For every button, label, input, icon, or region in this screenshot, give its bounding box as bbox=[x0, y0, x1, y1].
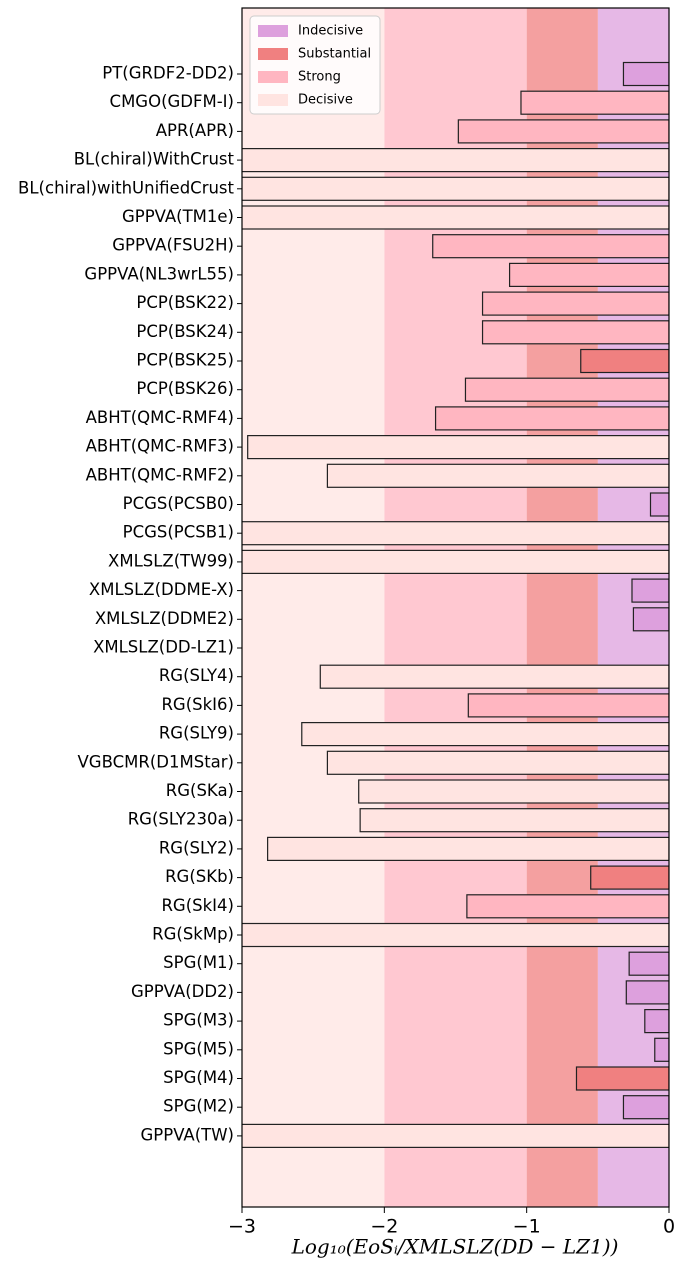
bar bbox=[622, 61, 669, 87]
bar bbox=[628, 951, 669, 976]
bars bbox=[242, 61, 669, 1149]
y-tick-label: RG(SLY4) bbox=[159, 666, 234, 685]
bar bbox=[625, 980, 669, 1005]
bar bbox=[632, 607, 669, 632]
y-tick-label: RG(SKa) bbox=[166, 781, 234, 800]
y-tick-label: SPG(M4) bbox=[163, 1068, 234, 1087]
bar bbox=[508, 262, 669, 287]
y-tick-label: GPPVA(TW) bbox=[141, 1125, 234, 1144]
bar bbox=[242, 549, 669, 575]
bar bbox=[644, 1008, 669, 1034]
bar bbox=[434, 406, 669, 431]
bar bbox=[242, 205, 669, 230]
y-tick-label: ABHT(QMC-RMF2) bbox=[86, 465, 234, 484]
bar bbox=[520, 90, 669, 115]
y-tick-label: XMLSLZ(DDME-X) bbox=[89, 580, 234, 599]
y-tick-label: APR(APR) bbox=[156, 121, 234, 140]
bar bbox=[432, 234, 669, 259]
bar bbox=[464, 377, 669, 402]
bar bbox=[247, 435, 669, 460]
y-tick-label: CMGO(GDFM-I) bbox=[110, 92, 234, 111]
bar bbox=[242, 1123, 669, 1149]
bar bbox=[242, 148, 669, 173]
bar bbox=[242, 521, 669, 546]
bar bbox=[590, 865, 669, 890]
bar bbox=[631, 578, 669, 603]
y-tick-label: BL(chiral)withUnifiedCrust bbox=[18, 178, 234, 197]
bar bbox=[326, 750, 669, 775]
plot-frame bbox=[241, 7, 670, 1208]
y-tick-label: RG(SkMp) bbox=[152, 925, 234, 944]
y-tick-label: GPPVA(FSU2H) bbox=[112, 236, 234, 255]
legend-swatch bbox=[258, 48, 288, 60]
y-tick-label: RG(SLY2) bbox=[159, 838, 234, 857]
y-tick-label: RG(SkI6) bbox=[161, 695, 234, 714]
bar bbox=[242, 922, 669, 948]
y-tick-label: RG(SLY9) bbox=[159, 724, 234, 743]
x-axis-label: Log₁₀(EoSᵢ/XMLSLZ(DD − LZ1)) bbox=[291, 1235, 619, 1259]
bar bbox=[649, 492, 669, 517]
legend-label: Decisive bbox=[298, 93, 353, 108]
y-tick-label: SPG(M1) bbox=[163, 953, 234, 972]
y-tick-label: XMLSLZ(TW99) bbox=[108, 551, 234, 570]
y-tick-label: PCP(BSK24) bbox=[136, 322, 234, 341]
bar bbox=[359, 808, 669, 833]
y-tick-label: XMLSLZ(DDME2) bbox=[95, 609, 234, 628]
bar bbox=[267, 836, 669, 862]
bar bbox=[575, 1066, 669, 1091]
y-tick-label: RG(SLY230a) bbox=[128, 810, 234, 829]
y-tick-label: PT(GRDF2-DD2) bbox=[102, 64, 234, 83]
bar bbox=[301, 721, 669, 747]
y-tick-label: PCP(BSK26) bbox=[136, 379, 234, 398]
y-tick-label: GPPVA(NL3wrL55) bbox=[84, 264, 234, 283]
x-tick-label: −1 bbox=[513, 1216, 541, 1238]
y-tick-label: RG(SkI4) bbox=[161, 896, 234, 915]
y-tick-label: VGBCMR(D1MStar) bbox=[78, 752, 234, 771]
x-tick-label: −2 bbox=[370, 1216, 398, 1238]
y-tick-label: SPG(M5) bbox=[163, 1039, 234, 1058]
legend-label: Substantial bbox=[298, 47, 371, 62]
bar bbox=[319, 664, 669, 689]
bar bbox=[326, 463, 669, 488]
y-tick-label: BL(chiral)WithCrust bbox=[74, 150, 235, 169]
bar bbox=[242, 176, 669, 201]
legend-swatch bbox=[258, 71, 288, 83]
x-tick-label: −3 bbox=[228, 1216, 256, 1238]
legend-label: Indecisive bbox=[298, 24, 363, 39]
legend-box bbox=[249, 15, 381, 115]
y-tick-label: PCGS(PCSB1) bbox=[123, 523, 234, 542]
y-tick-label: PCP(BSK22) bbox=[136, 293, 234, 312]
x-tick-label: 0 bbox=[663, 1216, 675, 1238]
legend-swatch bbox=[258, 94, 288, 106]
y-tick-label: SPG(M3) bbox=[163, 1011, 234, 1030]
bar bbox=[467, 693, 669, 718]
bar bbox=[654, 1037, 669, 1062]
y-tick-label: GPPVA(TM1e) bbox=[122, 207, 234, 226]
legend-swatch bbox=[258, 25, 288, 37]
y-tick-label: ABHT(QMC-RMF3) bbox=[86, 437, 234, 456]
bar bbox=[457, 119, 669, 144]
y-tick-label: XMLSLZ(DD-LZ1) bbox=[93, 638, 234, 657]
bar bbox=[481, 320, 669, 345]
y-tick-label: GPPVA(DD2) bbox=[131, 982, 234, 1001]
bar bbox=[580, 348, 669, 374]
y-tick-label: SPG(M2) bbox=[163, 1097, 234, 1116]
y-tick-label: PCGS(PCSB0) bbox=[123, 494, 234, 513]
y-tick-label: RG(SKb) bbox=[165, 867, 234, 886]
y-tick-label: ABHT(QMC-RMF4) bbox=[86, 408, 234, 427]
bar bbox=[466, 894, 669, 919]
legend-label: Strong bbox=[298, 70, 341, 85]
y-tick-label: PCP(BSK25) bbox=[136, 351, 234, 370]
bar bbox=[622, 1095, 669, 1120]
bar bbox=[358, 779, 669, 804]
bar bbox=[481, 291, 669, 316]
